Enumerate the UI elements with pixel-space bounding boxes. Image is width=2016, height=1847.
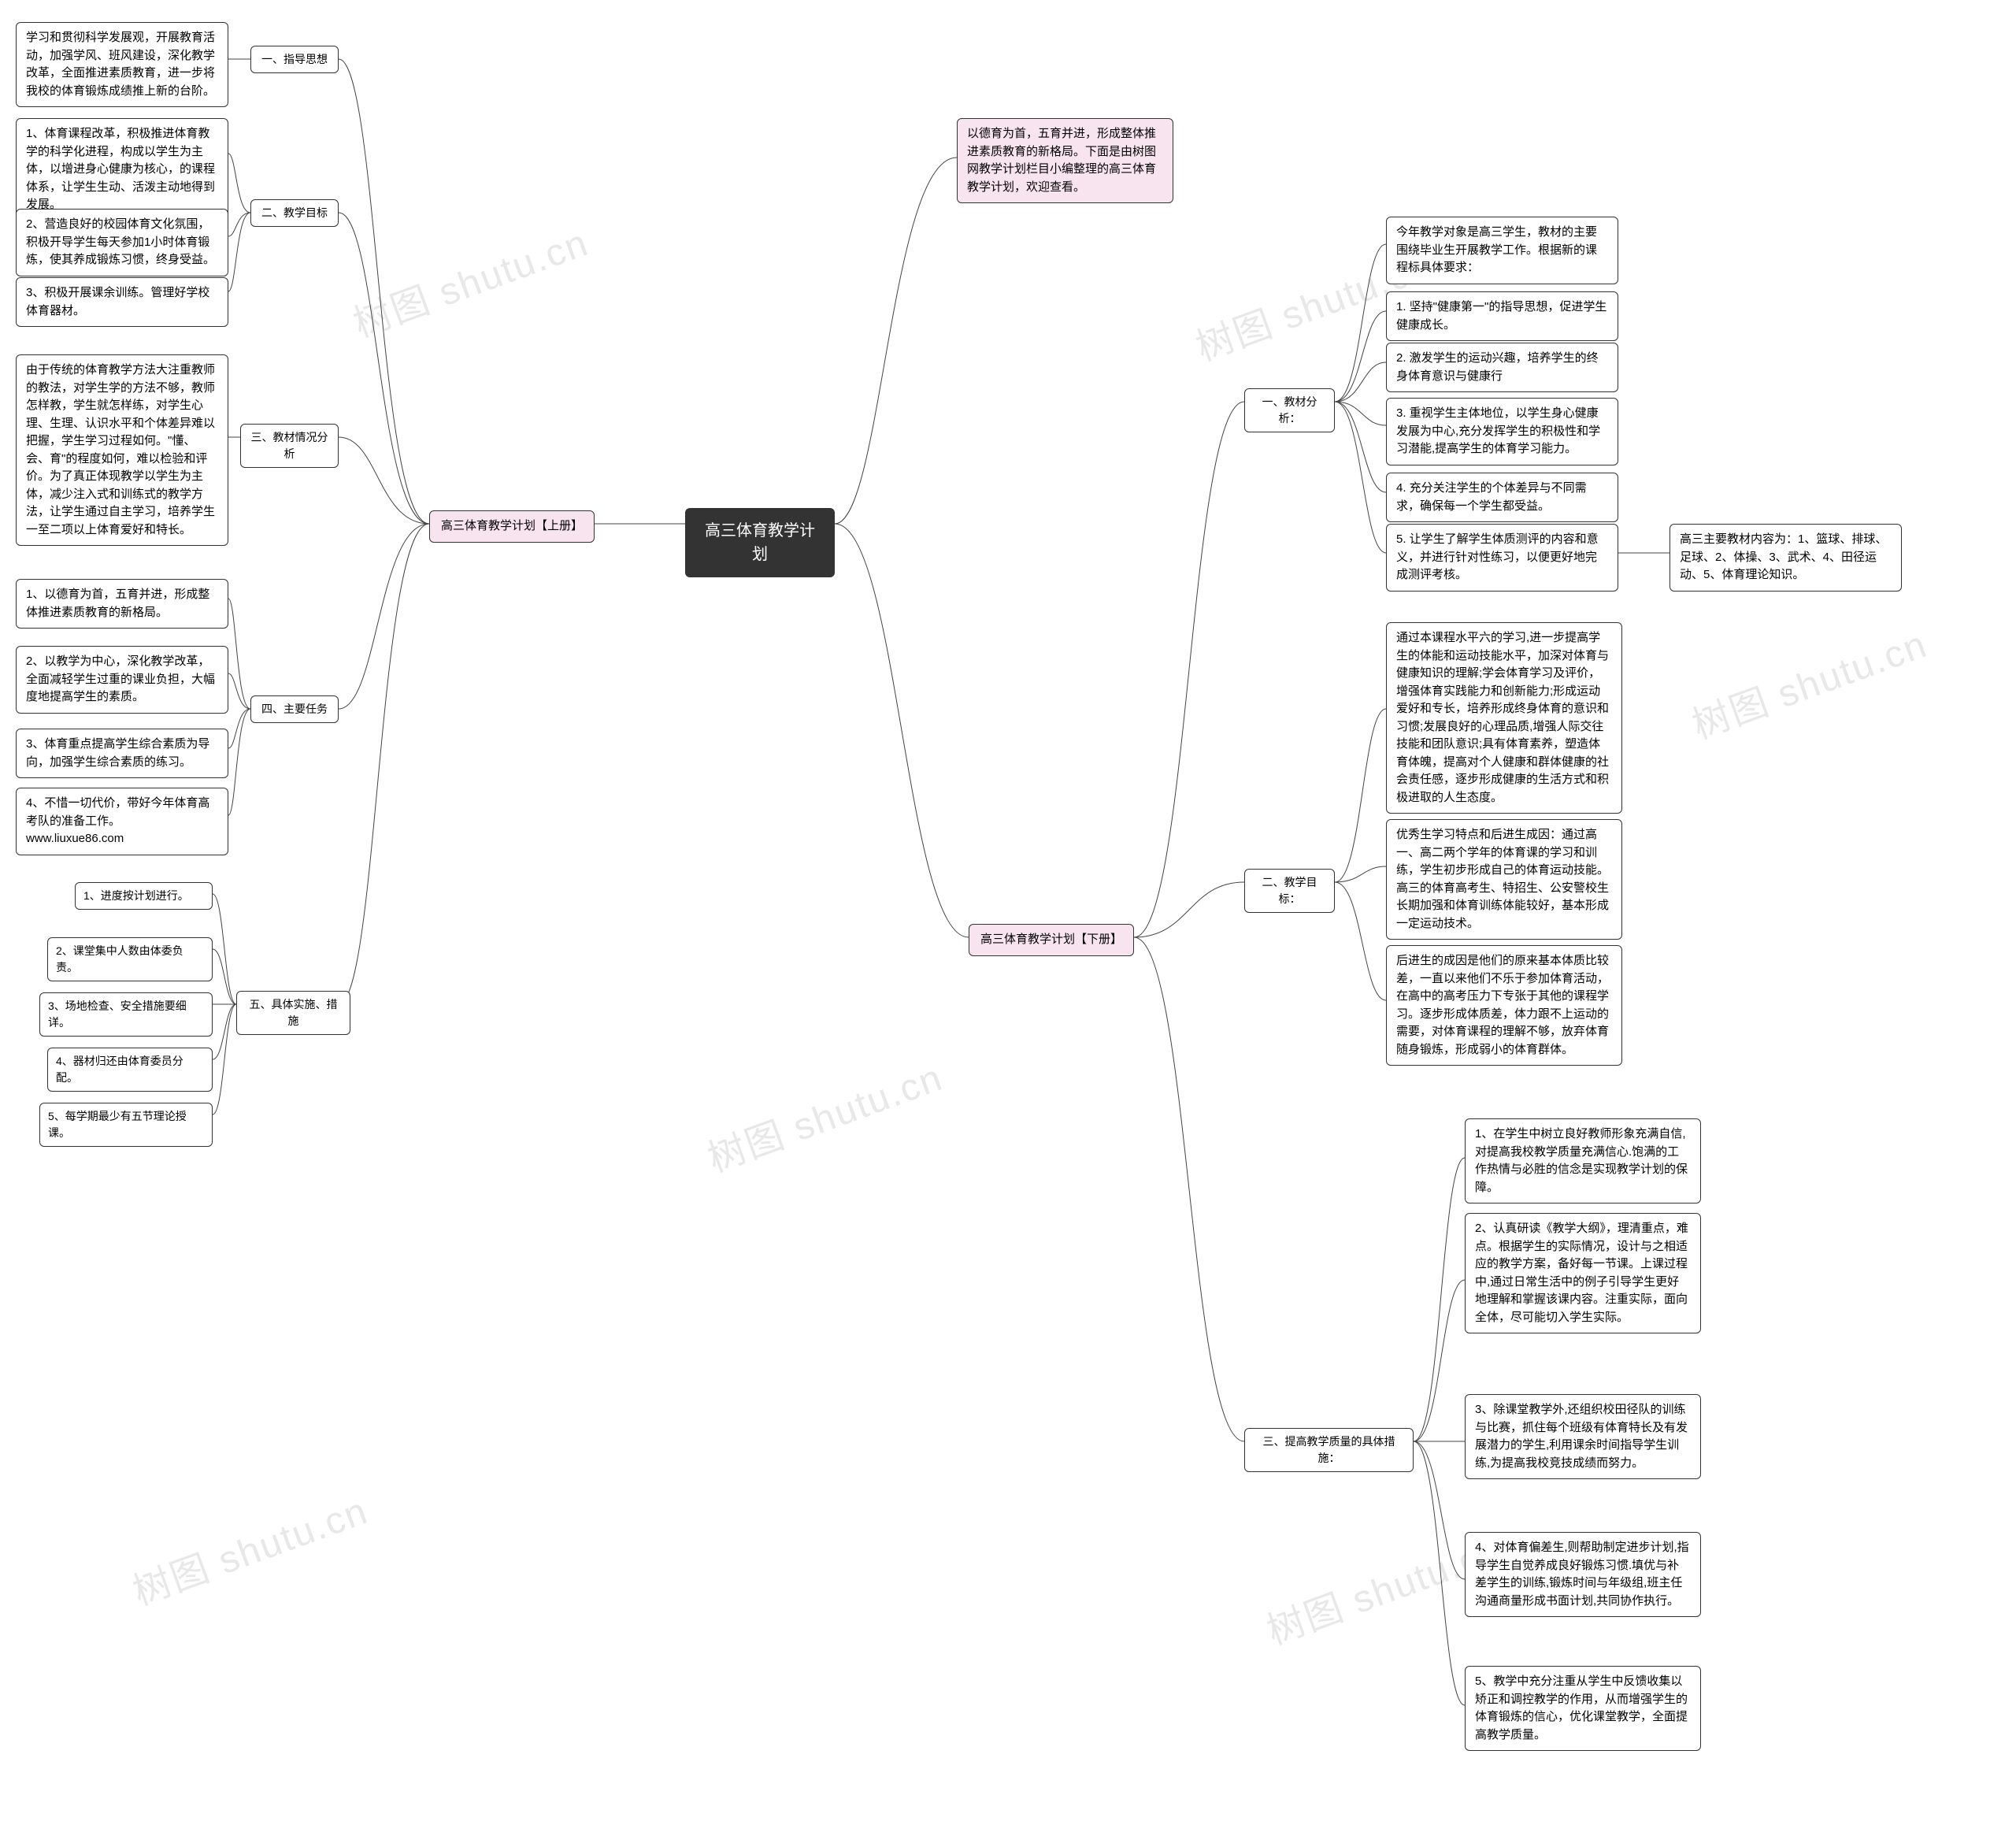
upper-s1-label[interactable]: 一、指导思想	[250, 46, 339, 73]
lower-branch[interactable]: 高三体育教学计划【下册】	[969, 924, 1134, 956]
upper-s4-i4[interactable]: 4、不惜一切代价，带好今年体育高考队的准备工作。www.liuxue86.com	[16, 788, 228, 855]
lower-s1-i3[interactable]: 3. 重视学生主体地位，以学生身心健康发展为中心,充分发挥学生的积极性和学习潜能…	[1386, 398, 1618, 465]
upper-s5-i2[interactable]: 2、课堂集中人数由体委负责。	[47, 937, 213, 981]
upper-s1-i1[interactable]: 学习和贯彻科学发展观，开展教育活动，加强学风、班风建设，深化教学改革，全面推进素…	[16, 22, 228, 107]
upper-s3-label[interactable]: 三、教材情况分析	[240, 424, 339, 468]
upper-s2-label[interactable]: 二、教学目标	[250, 199, 339, 227]
intro-node[interactable]: 以德育为首，五育并进，形成整体推进素质教育的新格局。下面是由树图网教学计划栏目小…	[957, 118, 1173, 203]
lower-s3-i1[interactable]: 1、在学生中树立良好教师形象充满自信,对提高我校教学质量充满信心.饱满的工作热情…	[1465, 1118, 1701, 1204]
lower-s2-i1[interactable]: 通过本课程水平六的学习,进一步提高学生的体能和运动技能水平，加深对体育与健康知识…	[1386, 622, 1622, 814]
lower-s1-i1[interactable]: 1. 坚持"健康第一"的指导思想，促进学生健康成长。	[1386, 291, 1618, 341]
lower-s1-i2[interactable]: 2. 激发学生的运动兴趣，培养学生的终身体育意识与健康行	[1386, 343, 1618, 392]
lower-s1-i4[interactable]: 4. 充分关注学生的个体差异与不同需求，确保每一个学生都受益。	[1386, 473, 1618, 522]
upper-s5-label[interactable]: 五、具体实施、措施	[236, 991, 350, 1035]
upper-s2-i1[interactable]: 1、体育课程改革，积极推进体育教学的科学化进程，构成以学生为主体，以增进身心健康…	[16, 118, 228, 221]
lower-s2-label[interactable]: 二、教学目标：	[1244, 869, 1335, 913]
lower-s3-label[interactable]: 三、提高教学质量的具体措施：	[1244, 1428, 1414, 1472]
upper-branch[interactable]: 高三体育教学计划【上册】	[429, 510, 595, 543]
lower-s2-i2[interactable]: 优秀生学习特点和后进生成因：通过高一、高二两个学年的体育课的学习和训练，学生初步…	[1386, 819, 1622, 940]
upper-s3-i1[interactable]: 由于传统的体育教学方法大注重教师的教法，对学生学的方法不够，教师怎样教，学生就怎…	[16, 354, 228, 546]
upper-s5-i4[interactable]: 4、器材归还由体育委员分配。	[47, 1048, 213, 1092]
upper-s4-i1[interactable]: 1、以德育为首，五育并进，形成整体推进素质教育的新格局。	[16, 579, 228, 629]
lower-s1-label[interactable]: 一、教材分析：	[1244, 388, 1335, 432]
upper-s5-i1[interactable]: 1、进度按计划进行。	[75, 882, 213, 910]
upper-s4-label[interactable]: 四、主要任务	[250, 695, 339, 723]
lower-s3-i5[interactable]: 5、教学中充分注重从学生中反馈收集以矫正和调控教学的作用，从而增强学生的体育锻炼…	[1465, 1666, 1701, 1751]
lower-s1-i5-sub[interactable]: 高三主要教材内容为：1、篮球、排球、足球、2、体操、3、武术、4、田径运动、5、…	[1670, 524, 1902, 592]
lower-s1-i5[interactable]: 5. 让学生了解学生体质测评的内容和意义，并进行针对性练习，以便更好地完成测评考…	[1386, 524, 1618, 592]
upper-s4-i2[interactable]: 2、以教学为中心，深化教学改革，全面减轻学生过重的课业负担，大幅度地提高学生的素…	[16, 646, 228, 714]
lower-s3-i3[interactable]: 3、除课堂教学外,还组织校田径队的训练与比赛，抓住每个班级有体育特长及有发展潜力…	[1465, 1394, 1701, 1479]
lower-s1-i0[interactable]: 今年教学对象是高三学生，教材的主要围绕毕业生开展教学工作。根据新的课程标具体要求…	[1386, 217, 1618, 284]
lower-s3-i4[interactable]: 4、对体育偏差生,则帮助制定进步计划,指导学生自觉养成良好锻炼习惯.填优与补差学…	[1465, 1532, 1701, 1617]
root-node[interactable]: 高三体育教学计划	[685, 508, 835, 577]
lower-s2-i3[interactable]: 后进生的成因是他们的原来基本体质比较差，一直以来他们不乐于参加体育活动，在高中的…	[1386, 945, 1622, 1066]
upper-s2-i2[interactable]: 2、营造良好的校园体育文化氛围，积极开导学生每天参加1小时体育锻炼，使其养成锻炼…	[16, 209, 228, 276]
upper-s4-i3[interactable]: 3、体育重点提高学生综合素质为导向，加强学生综合素质的练习。	[16, 729, 228, 778]
lower-s3-i2[interactable]: 2、认真研读《教学大纲》，理清重点，难点。根据学生的实际情况，设计与之相适应的教…	[1465, 1213, 1701, 1333]
upper-s5-i5[interactable]: 5、每学期最少有五节理论授课。	[39, 1103, 213, 1147]
upper-s5-i3[interactable]: 3、场地检查、安全措施要细详。	[39, 992, 213, 1037]
upper-s2-i3[interactable]: 3、积极开展课余训练。管理好学校体育器材。	[16, 277, 228, 327]
